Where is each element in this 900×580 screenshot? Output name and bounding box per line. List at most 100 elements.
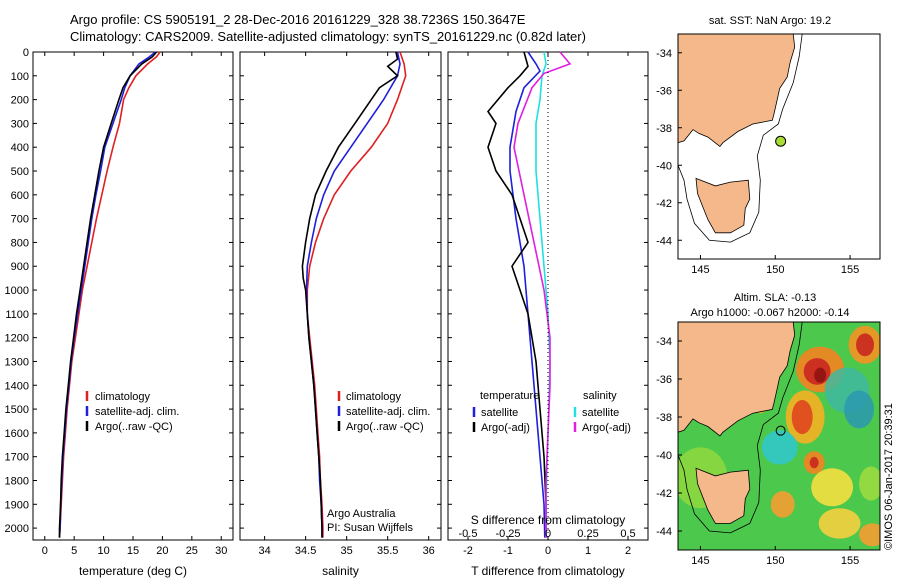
- map-sst-map: [677, 33, 881, 260]
- x-tick-label-salinity: 0.25: [577, 528, 598, 540]
- x-tick-label: 25: [186, 545, 198, 557]
- panel-salinity: [239, 51, 442, 541]
- sla-anomaly: [859, 466, 880, 501]
- map-y-tick-label: -36: [656, 85, 672, 97]
- legend-title: salinity: [583, 390, 617, 402]
- series-line-temperature-argo-adj-: [487, 51, 547, 538]
- sla-anomaly: [814, 367, 827, 383]
- x-tick-label: 5: [71, 545, 77, 557]
- map-y-tick-label: -38: [656, 412, 672, 424]
- map-y-tick-label: -42: [656, 488, 672, 500]
- y-tick-label: 200: [11, 95, 29, 107]
- y-tick-label: 400: [11, 142, 29, 154]
- map-frame: [677, 321, 881, 551]
- x-tick-label: 35.5: [377, 545, 398, 557]
- map-sla-map: [677, 321, 881, 551]
- x-tick-label-salinity: -0.5: [459, 528, 478, 540]
- series-line-temperature-satellite: [509, 51, 546, 538]
- x-tick-label: 1: [585, 545, 591, 557]
- y-tick-label: 1200: [5, 333, 29, 345]
- x-tick-label: 35: [341, 545, 353, 557]
- y-tick-label: 900: [11, 261, 29, 273]
- map-y-tick-label: -42: [656, 198, 672, 210]
- legend-entry: satellite: [481, 407, 518, 419]
- map-y-tick-label: -44: [656, 235, 672, 247]
- y-tick-label: 700: [11, 214, 29, 226]
- sla-anomaly: [770, 491, 795, 518]
- x-axis-label: salinity: [322, 564, 359, 578]
- legend-entry: Argo(-adj): [481, 422, 530, 434]
- shelf-contour: [678, 322, 803, 534]
- legend-entry: climatology: [95, 391, 151, 403]
- y-tick-label: 1100: [5, 309, 29, 321]
- legend-entry: satellite: [582, 407, 619, 419]
- y-tick-label: 100: [11, 71, 29, 83]
- map-y-tick-label: -44: [656, 526, 672, 538]
- map-y-tick-label: -34: [656, 336, 672, 348]
- annotation-line: Argo Australia: [327, 508, 396, 520]
- y-tick-label: 0: [23, 47, 29, 59]
- x-axis-label: T difference from climatology: [471, 564, 625, 578]
- x-tick-label-salinity: 0.5: [620, 528, 635, 540]
- sla-anomaly: [856, 333, 875, 357]
- x-tick-label: 34: [258, 545, 270, 557]
- y-tick-label: 300: [11, 118, 29, 130]
- panel-differences: [447, 51, 649, 541]
- x-tick-label-salinity: -0.25: [495, 528, 520, 540]
- series-line-climatology: [58, 51, 161, 538]
- series-line-climatology: [306, 51, 407, 538]
- y-tick-label: 1300: [5, 356, 29, 368]
- map-x-tick-label: 150: [766, 264, 784, 276]
- sla-anomaly: [791, 399, 813, 435]
- y-tick-label: 1800: [5, 475, 29, 487]
- legend-entry: satellite-adj. clim.: [95, 406, 179, 418]
- y-tick-label: 2000: [5, 523, 29, 535]
- series-line-satellite-adj-clim-: [58, 51, 156, 538]
- map-x-tick-label: 145: [691, 264, 709, 276]
- x-tick-label: 0: [545, 545, 551, 557]
- argo-float-marker: [775, 135, 787, 147]
- x-tick-label: 36: [423, 545, 435, 557]
- map-title: Altim. SLA: -0.13: [734, 292, 817, 304]
- annotation-line: PI: Susan Wijffels: [327, 522, 413, 534]
- legend-entry: climatology: [346, 391, 402, 403]
- map-y-tick-label: -40: [656, 450, 672, 462]
- x-tick-label: 30: [215, 545, 227, 557]
- x-tick-label-salinity: 0: [545, 528, 551, 540]
- x-tick-label: 15: [127, 545, 139, 557]
- map-subtitle: Argo h1000: -0.067 h2000: -0.14: [690, 307, 849, 319]
- y-tick-label: 600: [11, 190, 29, 202]
- legend-entry: Argo(..raw -QC): [346, 421, 424, 433]
- y-tick-label: 1600: [5, 428, 29, 440]
- x-tick-label: -1: [503, 545, 513, 557]
- argo-float-marker: [775, 425, 786, 436]
- series-line-argo-raw-qc-: [58, 51, 158, 538]
- y-tick-label: 800: [11, 237, 29, 249]
- sla-anomaly: [844, 390, 875, 429]
- legend-entry: satellite-adj. clim.: [346, 406, 430, 418]
- map-y-tick-label: -36: [656, 374, 672, 386]
- y-tick-label: 500: [11, 166, 29, 178]
- x-axis-label: temperature (deg C): [79, 564, 187, 578]
- map-frame: [677, 33, 881, 260]
- panel-frame: [239, 51, 442, 541]
- map-y-tick-label: -40: [656, 160, 672, 172]
- x-tick-label: 20: [156, 545, 168, 557]
- x-tick-label: -2: [463, 545, 473, 557]
- y-tick-label: 1500: [5, 404, 29, 416]
- title-line-2: Climatology: CARS2009. Satellite-adjuste…: [70, 29, 586, 44]
- title-line-1: Argo profile: CS 5905191_2 28-Dec-2016 2…: [70, 12, 526, 27]
- series-line-argo-raw-qc-: [301, 51, 399, 538]
- x-tick-label: 0: [42, 545, 48, 557]
- x-axis-label-top: S difference from climatology: [471, 513, 626, 527]
- map-title: sat. SST: NaN Argo: 19.2: [709, 15, 831, 27]
- y-tick-label: 1000: [5, 285, 29, 297]
- tasmania: [695, 177, 751, 234]
- sla-anomaly: [761, 430, 798, 465]
- map-y-tick-label: -34: [656, 48, 672, 60]
- x-tick-label: 34.5: [295, 545, 316, 557]
- shelf-contour: [678, 34, 803, 243]
- map-y-tick-label: -38: [656, 123, 672, 135]
- tasmania: [695, 467, 751, 524]
